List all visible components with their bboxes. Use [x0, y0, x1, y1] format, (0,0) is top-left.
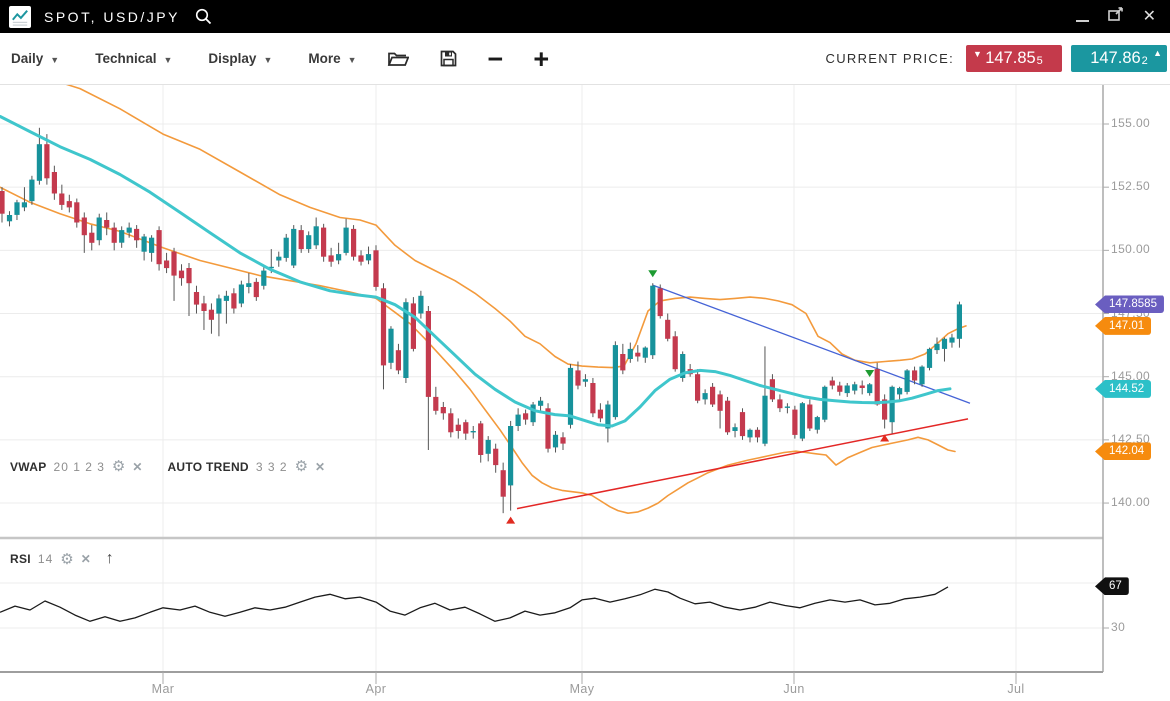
sell-signal-marker-icon: [648, 270, 658, 278]
candles: [0, 127, 962, 514]
menu-interval[interactable]: Daily ▼: [11, 51, 60, 66]
vwap-legend-params: 20 1 2 3: [53, 459, 105, 474]
toolbar: Daily ▼ Technical ▼ Display ▼ More ▼: [0, 33, 1170, 85]
chevron-down-icon: ▼: [163, 54, 173, 65]
close-button[interactable]: ✕: [1142, 7, 1156, 25]
vwap-legend-name: VWAP: [10, 459, 47, 474]
price-down-arrow-icon: ▼: [973, 49, 982, 59]
zoom-in-icon[interactable]: +: [533, 43, 550, 74]
auto-trend-remove-icon[interactable]: ✕: [315, 459, 326, 474]
current-price-label: CURRENT PRICE:: [825, 51, 954, 66]
menu-technical[interactable]: Technical ▼: [95, 51, 173, 66]
downtrend-line: [652, 284, 971, 404]
search-icon[interactable]: [194, 7, 213, 26]
rsi-remove-icon[interactable]: ✕: [80, 552, 91, 566]
chevron-down-icon: ▼: [50, 54, 60, 65]
popout-button[interactable]: [1106, 5, 1126, 28]
rsi-legend-name: RSI: [10, 552, 31, 566]
vwap-remove-icon[interactable]: ✕: [132, 459, 143, 474]
menu-more[interactable]: More ▼: [308, 51, 357, 66]
bid-price[interactable]: ▼ 147.85 5: [966, 45, 1062, 72]
chevron-down-icon: ▼: [263, 54, 273, 65]
open-folder-icon[interactable]: [387, 49, 409, 68]
current-price-panel: CURRENT PRICE: ▼ 147.85 5 147.86 2 ▲: [826, 45, 1167, 72]
window-title: SPOT, USD/JPY: [44, 8, 180, 25]
rsi-legend-params: 14: [37, 552, 54, 566]
save-icon[interactable]: [439, 49, 458, 68]
uptrend-line: [516, 418, 969, 510]
auto-trend-legend-name: AUTO TREND: [167, 459, 249, 474]
title-bar: SPOT, USD/JPY ✕: [0, 0, 1170, 33]
buy-signal-marker-icon: [506, 516, 516, 524]
rsi-move-up-icon[interactable]: ↑: [105, 550, 114, 567]
auto-trend-legend-params: 3 3 2: [255, 459, 288, 474]
vwap-settings-gear-icon[interactable]: ⚙: [111, 458, 126, 475]
zoom-out-icon[interactable]: −: [487, 43, 504, 74]
menu-display[interactable]: Display ▼: [208, 51, 273, 66]
vwap-line: [0, 114, 952, 428]
ask-price[interactable]: 147.86 2 ▲: [1071, 45, 1167, 72]
chevron-down-icon: ▼: [347, 54, 357, 65]
price-up-arrow-icon: ▲: [1153, 48, 1162, 58]
auto-trend-settings-gear-icon[interactable]: ⚙: [294, 458, 309, 475]
rsi-legend: RSI 14 ⚙ ✕ ↑: [10, 551, 114, 567]
rsi-settings-gear-icon[interactable]: ⚙: [60, 550, 74, 568]
buy-signal-marker-icon: [880, 434, 890, 442]
bollinger-lower-line: [0, 186, 956, 515]
bollinger-upper-line: [0, 59, 967, 369]
overlay-legend: VWAP 20 1 2 3 ⚙ ✕ AUTO TREND 3 3 2 ⚙ ✕: [10, 459, 325, 474]
rsi-line: [0, 586, 949, 622]
sell-signal-marker-icon: [865, 370, 875, 378]
app-logo-icon: [9, 5, 31, 28]
minimize-button[interactable]: [1075, 20, 1089, 22]
